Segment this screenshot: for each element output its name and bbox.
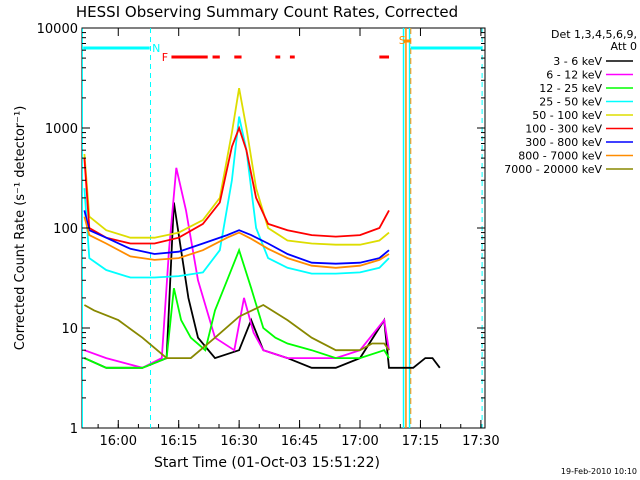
flag-letter: N — [152, 42, 160, 55]
legend-label: 100 - 300 keV — [525, 123, 602, 136]
series-line-4 — [83, 88, 390, 246]
y-tick-label: 100 — [53, 222, 78, 237]
legend-label: 300 - 800 keV — [525, 136, 602, 149]
legend-label: 25 - 50 keV — [539, 96, 602, 109]
x-axis: 16:00 16:15 16:30 16:45 17:00 17:15 17:30 — [97, 28, 500, 449]
chart-title: HESSI Observing Summary Count Rates, Cor… — [76, 3, 458, 21]
legend-label: 7000 - 20000 keV — [504, 163, 602, 176]
flag-letter: F — [162, 51, 168, 64]
legend-label: 3 - 6 keV — [553, 55, 602, 68]
y-tick-label: 10 — [61, 322, 78, 337]
footer-timestamp: 19-Feb-2010 10:10 — [561, 467, 637, 476]
legend-header-line: Det 1,3,4,5,6,9, — [551, 28, 637, 41]
series-line-8 — [83, 303, 390, 359]
y-tick-label: 1 — [70, 422, 78, 437]
y-tick-label: 1000 — [45, 122, 78, 137]
y-tick-label: 10000 — [37, 22, 78, 37]
series-line-3 — [83, 116, 390, 279]
legend-label: 800 - 7000 keV — [518, 150, 602, 163]
x-tick-label: 17:30 — [462, 434, 499, 449]
series-line-7 — [83, 216, 390, 269]
legend-label: 12 - 25 keV — [539, 82, 602, 95]
x-tick-label: 16:00 — [100, 434, 137, 449]
legend-label: 50 - 100 keV — [532, 109, 602, 122]
legend-label: 6 - 12 keV — [546, 69, 602, 82]
x-axis-label: Start Time (01-Oct-03 15:51:22) — [154, 455, 380, 471]
x-tick-label: 16:15 — [160, 434, 197, 449]
series-line-6 — [83, 210, 390, 265]
x-tick-label: 17:15 — [402, 434, 439, 449]
x-tick-label: 16:30 — [220, 434, 257, 449]
y-axis: 1 10 100 1000 10000 — [37, 22, 485, 437]
y-axis-label: Corrected Count Rate (s⁻¹ detector⁻¹) — [13, 106, 28, 351]
legend-header-line: Att 0 — [611, 40, 637, 53]
series-line-5 — [83, 125, 390, 245]
x-tick-label: 16:45 — [281, 434, 318, 449]
flag-letter: S — [399, 34, 406, 47]
series-line-0 — [84, 202, 441, 369]
x-tick-label: 17:00 — [341, 434, 378, 449]
series-line-2 — [84, 247, 390, 369]
plot-area: F S N — [81, 28, 483, 428]
